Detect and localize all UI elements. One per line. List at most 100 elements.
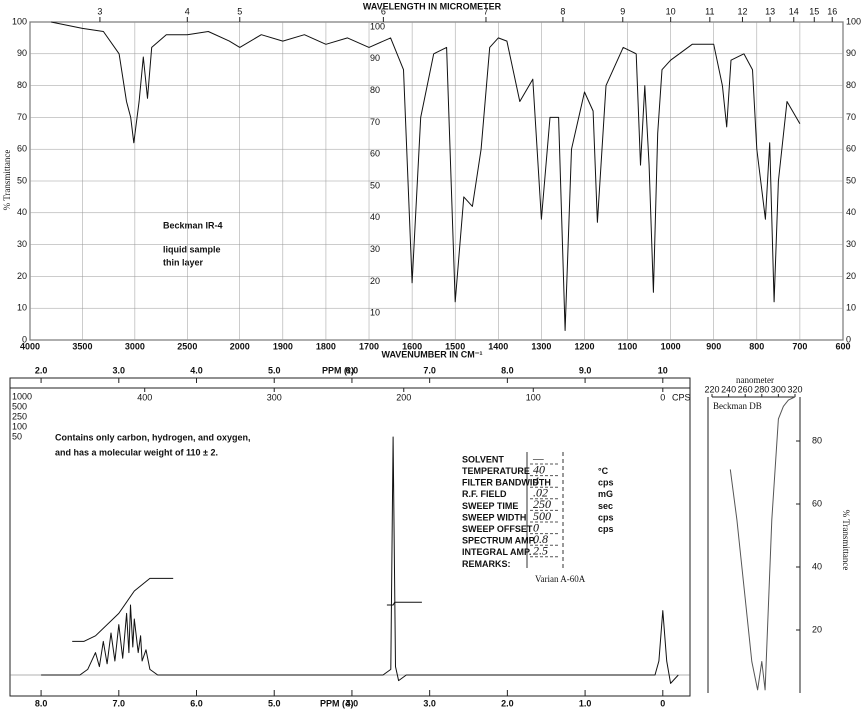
- y-tick-label: 20: [370, 276, 380, 286]
- spectrum-line: [729, 396, 796, 691]
- param-unit: cps: [598, 512, 614, 522]
- x-tick-label: 4000: [20, 341, 40, 351]
- ir-instrument: Beckman IR-4: [163, 220, 223, 230]
- y-tick-label: 100: [846, 16, 861, 26]
- param-label: SWEEP TIME: [462, 501, 518, 511]
- y-tick-label: 10: [17, 303, 27, 313]
- top-tick-label: 3: [97, 6, 102, 16]
- param-label: SWEEP OFFSET: [462, 524, 533, 534]
- x-tick-label: 2500: [177, 341, 197, 351]
- top-tick-label: 260: [738, 384, 753, 394]
- y-tick-label: 60: [370, 149, 380, 159]
- y-tick-label: 10: [846, 303, 856, 313]
- x-tick-label: 1500: [445, 341, 465, 351]
- y-tick-label: 80: [17, 80, 27, 90]
- top-tick-label: 8: [560, 6, 565, 16]
- ir-x-label: WAVENUMBER IN CM⁻¹: [381, 349, 482, 359]
- y-tick-label: 50: [370, 180, 380, 190]
- y-tick-label: 100: [370, 21, 385, 31]
- ir-sample: thin layer: [163, 257, 204, 267]
- top-tick-label: 4: [185, 6, 190, 16]
- param-label: SOLVENT: [462, 454, 504, 464]
- x-tick-label: 1600: [402, 341, 422, 351]
- top-tick-label: 7.0: [423, 365, 436, 375]
- ir-note-box: [144, 211, 238, 277]
- top-tick-label: 3.0: [113, 365, 126, 375]
- y-tick-label: 50: [846, 175, 856, 185]
- param-value: 500: [533, 509, 551, 523]
- cps-tick-label: 400: [137, 392, 152, 402]
- param-label: REMARKS:: [462, 559, 511, 569]
- spectrum-line: [72, 577, 422, 642]
- x-tick-label: 600: [835, 341, 850, 351]
- x-tick-label: 1200: [574, 341, 594, 351]
- y-tick-label: 20: [846, 271, 856, 281]
- y-tick-label: 70: [17, 112, 27, 122]
- x-tick-label: 1400: [488, 341, 508, 351]
- nmr-note: Contains only carbon, hydrogen, and oxyg…: [55, 432, 251, 442]
- y-tick-label: 40: [812, 561, 822, 571]
- y-tick-label: 60: [812, 498, 822, 508]
- x-tick-label: 1300: [531, 341, 551, 351]
- param-label: FILTER BANDWIDTH: [462, 478, 551, 488]
- param-label: R.F. FIELD: [462, 489, 507, 499]
- param-label: SWEEP WIDTH: [462, 512, 526, 522]
- y-tick-label: 90: [370, 53, 380, 63]
- top-tick-label: 6: [381, 6, 386, 16]
- top-tick-label: 320: [787, 384, 802, 394]
- x-tick-label: 3.0: [423, 698, 436, 708]
- top-tick-label: 15: [809, 6, 819, 16]
- top-tick-label: 9: [620, 6, 625, 16]
- x-tick-label: 700: [792, 341, 807, 351]
- x-tick-label: 1000: [661, 341, 681, 351]
- ir-title: WAVELENGTH IN MICROMETER: [363, 1, 502, 11]
- y-tick-label: 40: [846, 207, 856, 217]
- param-value: 0: [533, 520, 539, 534]
- y-tick-label: 60: [17, 144, 27, 154]
- x-tick-label: 1900: [273, 341, 293, 351]
- param-label: TEMPERATURE: [462, 466, 530, 476]
- ir-y-label: % Transmittance: [2, 150, 12, 211]
- x-tick-label: 4.0: [346, 698, 359, 708]
- x-tick-label: 900: [706, 341, 721, 351]
- param-unit: °C: [598, 466, 609, 476]
- param-unit: sec: [598, 501, 613, 511]
- top-tick-label: 220: [704, 384, 719, 394]
- y-tick-label: 70: [370, 117, 380, 127]
- param-label: SPECTRUM AMP.: [462, 536, 536, 546]
- top-tick-label: 5: [237, 6, 242, 16]
- top-tick-label: 13: [765, 6, 775, 16]
- amplitude-label: 50: [12, 431, 22, 441]
- spectrum-line: [41, 436, 679, 684]
- amplitude-label: 1000: [12, 391, 32, 401]
- top-tick-label: 4.0: [190, 365, 203, 375]
- x-tick-label: 0: [660, 698, 665, 708]
- param-value: 2.5: [533, 544, 548, 558]
- x-tick-label: 6.0: [190, 698, 203, 708]
- y-tick-label: 90: [846, 48, 856, 58]
- cps-tick-label: 300: [267, 392, 282, 402]
- y-tick-label: 30: [370, 244, 380, 254]
- x-tick-label: 1100: [618, 341, 638, 351]
- x-tick-label: 800: [749, 341, 764, 351]
- y-tick-label: 30: [17, 239, 27, 249]
- top-tick-label: 10: [658, 365, 668, 375]
- x-tick-label: 3500: [72, 341, 92, 351]
- param-value: 250: [533, 497, 551, 511]
- x-tick-label: 3000: [125, 341, 145, 351]
- amplitude-label: 250: [12, 411, 27, 421]
- y-tick-label: 80: [846, 80, 856, 90]
- amplitude-label: 100: [12, 421, 27, 431]
- top-tick-label: 9.0: [579, 365, 592, 375]
- y-tick-label: 80: [812, 435, 822, 445]
- y-tick-label: 40: [17, 207, 27, 217]
- y-tick-label: 10: [370, 308, 380, 318]
- top-tick-label: 11: [705, 6, 714, 16]
- ir-sample: liquid sample: [163, 244, 221, 254]
- param-unit: cps: [598, 524, 614, 534]
- top-tick-label: 300: [771, 384, 786, 394]
- spectrum-line: [50, 21, 801, 331]
- y-tick-label: 60: [846, 144, 856, 154]
- y-tick-label: 70: [846, 112, 856, 122]
- nmr-delta-label: PPM (δ): [320, 698, 353, 708]
